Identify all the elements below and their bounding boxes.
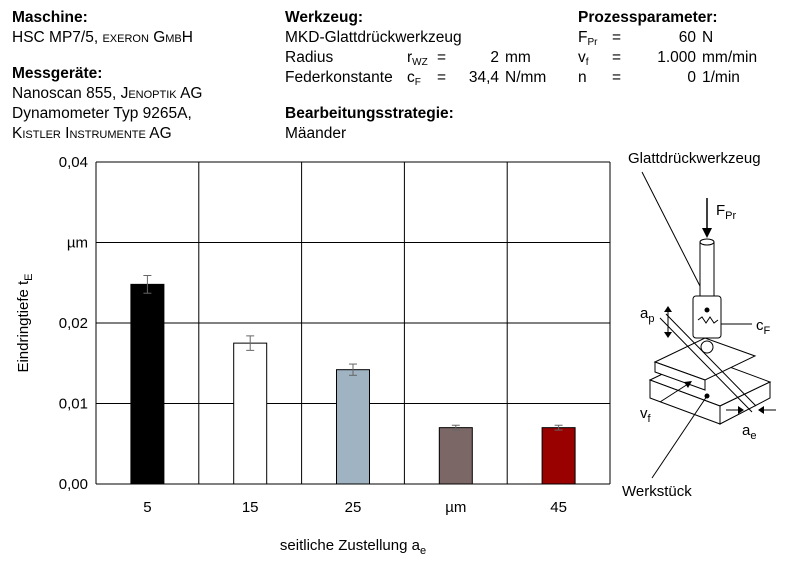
bar-chart: 0,00 0,01 0,02 µm 0,04 5 15 25 µm 45 seitliche Zus… — [15, 154, 611, 557]
y-tick-label: 0,01 — [59, 396, 88, 413]
x-tick-label: 45 — [550, 499, 567, 516]
strategy-block: Bearbeitungsstrategie: Mäander — [285, 104, 454, 144]
vf-arrowhead — [684, 381, 692, 388]
burnishing-diagram: Glattdrückwerkzeug FPr ap cF vf ae Werks… — [622, 150, 776, 500]
y-axis-label: Eindringtiefe tE — [15, 273, 35, 372]
process-param-eq: = — [612, 69, 622, 86]
process-param-value: 60 — [678, 29, 696, 46]
x-axis-label: seitliche Zustellung ae — [280, 537, 426, 557]
tool-ball — [700, 340, 714, 354]
process-param-value: 1.000 — [657, 49, 696, 66]
radius-label: Radius — [285, 49, 334, 66]
diagram-tool-label: Glattdrückwerkzeug — [628, 150, 761, 167]
process-param-eq: = — [612, 49, 622, 66]
process-row: n = 0 1/min — [578, 68, 757, 88]
process-param-eq: = — [612, 29, 622, 46]
spring-unit: N/mm — [505, 69, 547, 86]
tool-title: Werkzeug: — [285, 9, 364, 26]
instrument-2: Dynamometer Typ 9265A, — [12, 105, 192, 122]
y-tick-label: 0,04 — [59, 154, 88, 171]
workpiece-label: Werkstück — [622, 483, 692, 500]
instruments-block: Messgeräte: Nanoscan 855, Jenoptik AG Dy… — [12, 64, 202, 144]
process-param-symbol: n — [578, 69, 587, 86]
force-label: FPr — [716, 202, 737, 222]
tool-pointer-line — [641, 171, 704, 293]
machine-block: Maschine: HSC MP7/5, exeron GmbH — [12, 8, 193, 48]
y-tick-label: µm — [67, 235, 88, 252]
workpiece-pointer-line — [651, 395, 708, 479]
machine-model: HSC MP7/5, — [12, 29, 103, 46]
y-tick-label: 0,02 — [59, 315, 88, 332]
tool-params: Radius rWZ = 2 mm Federkonstante cF = 34… — [285, 48, 546, 88]
spring-symbol: cF — [407, 69, 421, 88]
ae-label: ae — [742, 422, 756, 442]
tool-block: Werkzeug: MKD-Glattdrückwerkzeug Radius … — [285, 8, 546, 88]
instruments-title: Messgeräte: — [12, 65, 103, 82]
ap-label: ap — [640, 305, 654, 325]
x-tick-label: µm — [445, 499, 466, 516]
bar — [233, 342, 268, 485]
instrument-1-model: Nanoscan 855, — [12, 85, 121, 102]
instrument-1: Nanoscan 855, Jenoptik AG — [12, 84, 202, 104]
tool-shank-top — [699, 238, 715, 246]
ap-arrow-down — [664, 332, 672, 338]
cf-label: cF — [756, 317, 771, 337]
vf-arrow — [659, 383, 689, 403]
bar — [130, 283, 165, 485]
bar — [336, 369, 370, 485]
spring-label: Federkonstante — [285, 69, 393, 86]
machine-value: HSC MP7/5, exeron GmbH — [12, 28, 193, 48]
radius-unit: mm — [505, 49, 531, 66]
bar — [438, 427, 473, 485]
spring-value: 34,4 — [468, 69, 499, 86]
machine-manufacturer: exeron GmbH — [102, 29, 193, 46]
process-row: vf = 1.000 mm/min — [578, 48, 757, 68]
instrument-1-manufacturer: Jenoptik AG — [120, 85, 203, 102]
x-tick-label: 5 — [143, 499, 151, 516]
tool-spring-row: Federkonstante cF = 34,4 N/mm — [285, 68, 546, 88]
radius-value: 2 — [490, 49, 499, 66]
machine-title: Maschine: — [12, 9, 88, 26]
track-line-1 — [659, 317, 753, 413]
y-tick-label: 0,00 — [59, 476, 88, 493]
ae-arrowhead-left — [738, 406, 744, 414]
vf-label: vf — [640, 405, 652, 425]
ap-arrow-up — [664, 306, 672, 312]
strategy-title: Bearbeitungsstrategie: — [285, 105, 454, 122]
strategy-value: Mäander — [285, 125, 347, 142]
tool-name: MKD-Glattdrückwerkzeug — [285, 29, 462, 46]
force-arrowhead — [702, 228, 712, 238]
radius-eq: = — [437, 49, 447, 66]
x-tick-label: 15 — [242, 499, 259, 516]
spring-icon — [697, 316, 719, 324]
ae-arrowhead-right — [758, 406, 764, 414]
x-tick-label: 25 — [345, 499, 362, 516]
tool-radius-row: Radius rWZ = 2 mm — [285, 48, 546, 68]
track-line-2 — [665, 313, 757, 407]
radius-symbol: rWZ — [407, 49, 428, 68]
workpiece-step-front — [654, 361, 706, 391]
process-param-unit: N — [702, 29, 714, 46]
tool-holder — [692, 295, 722, 339]
process-title: Prozessparameter: — [578, 9, 718, 26]
spring-eq: = — [437, 69, 447, 86]
process-param-value: 0 — [687, 69, 696, 86]
process-param-unit: 1/min — [702, 69, 740, 86]
process-param-unit: mm/min — [702, 49, 758, 66]
process-row: FPr = 60 N — [578, 28, 757, 48]
workpiece-side — [719, 381, 771, 425]
process-param-symbol: vf — [578, 49, 589, 68]
tool-shank — [699, 241, 715, 301]
tool-pivot — [704, 307, 710, 313]
process-param-symbol: FPr — [578, 29, 598, 48]
instrument-3: Kistler Instrumente AG — [12, 125, 172, 142]
bar — [541, 427, 576, 485]
